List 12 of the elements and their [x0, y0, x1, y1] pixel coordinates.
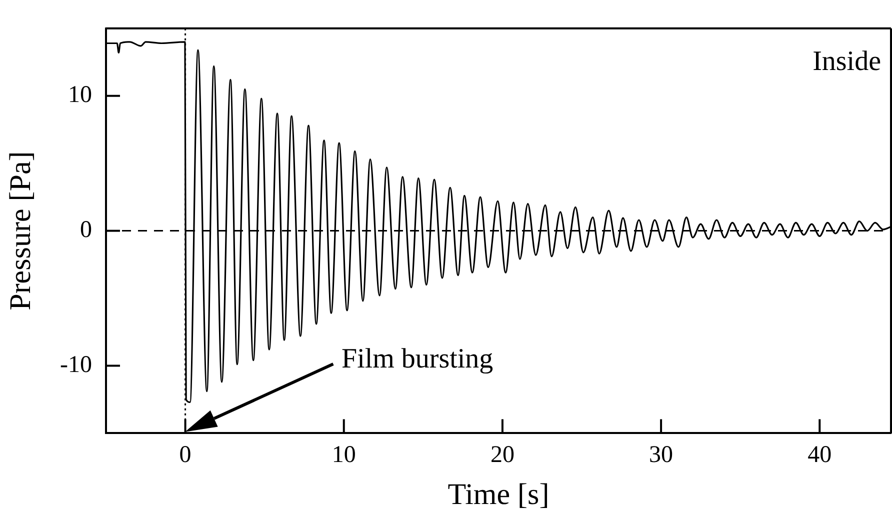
y-axis-title: Pressure [Pa] [4, 151, 37, 310]
y-tick-label: 10 [68, 82, 92, 108]
x-tick-label: 10 [332, 442, 356, 468]
y-tick-label: 0 [80, 217, 92, 244]
annotation: Inside [812, 46, 881, 77]
x-tick-label: 20 [490, 442, 514, 468]
annotation: Film bursting [341, 344, 494, 375]
x-tick-label: 0 [179, 442, 192, 468]
x-tick-label: 40 [808, 442, 832, 468]
x-tick-label: 30 [649, 442, 674, 468]
x-axis-title: Time [s] [448, 478, 550, 511]
y-tick-label: -10 [60, 352, 92, 378]
